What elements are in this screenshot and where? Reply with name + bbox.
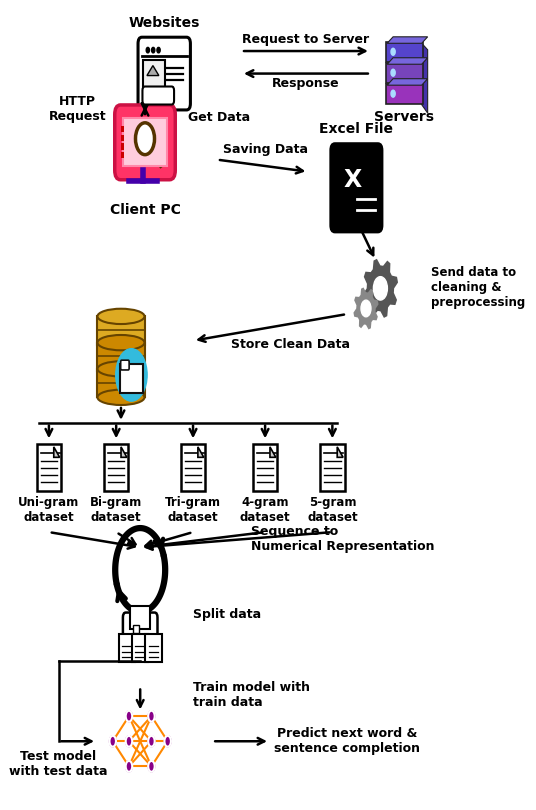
Text: 5-gram
dataset: 5-gram dataset [307,496,358,523]
Polygon shape [198,447,204,458]
FancyBboxPatch shape [253,445,277,491]
FancyBboxPatch shape [144,60,165,88]
Circle shape [374,277,388,300]
Text: Response: Response [272,77,340,90]
Text: Get Data: Get Data [188,110,250,123]
Circle shape [391,49,395,55]
Text: Request to Server: Request to Server [242,33,369,46]
FancyBboxPatch shape [123,118,167,166]
Circle shape [148,761,155,772]
Polygon shape [353,288,378,330]
Polygon shape [121,447,127,458]
Circle shape [126,761,132,772]
Circle shape [391,69,395,76]
FancyBboxPatch shape [143,87,174,104]
FancyBboxPatch shape [132,633,148,662]
Text: Saving Data: Saving Data [222,143,308,156]
Polygon shape [387,58,428,64]
FancyBboxPatch shape [121,143,124,150]
Text: Servers: Servers [375,110,434,124]
Polygon shape [147,66,159,75]
FancyBboxPatch shape [181,445,205,491]
FancyBboxPatch shape [386,83,423,104]
Circle shape [148,735,155,747]
Circle shape [126,710,132,722]
Circle shape [126,735,132,747]
Ellipse shape [98,309,145,324]
Text: Client PC: Client PC [109,203,181,217]
Text: Bi-gram
dataset: Bi-gram dataset [90,496,142,523]
FancyBboxPatch shape [118,633,135,662]
Circle shape [148,710,155,722]
Text: Predict next word &
sentence completion: Predict next word & sentence completion [274,727,420,755]
FancyBboxPatch shape [104,445,128,491]
Circle shape [152,47,155,53]
Text: Excel File: Excel File [319,122,393,136]
Polygon shape [387,79,428,85]
FancyBboxPatch shape [120,364,143,393]
Circle shape [109,735,116,747]
Ellipse shape [98,361,145,377]
Polygon shape [363,259,398,318]
Circle shape [146,47,150,53]
FancyBboxPatch shape [138,37,190,110]
Ellipse shape [98,335,145,350]
FancyBboxPatch shape [123,612,158,640]
Circle shape [136,123,154,155]
FancyBboxPatch shape [320,445,345,491]
Bar [98,369,145,398]
FancyBboxPatch shape [386,62,423,83]
FancyBboxPatch shape [121,134,124,141]
FancyBboxPatch shape [121,152,124,159]
Bar [98,317,145,345]
FancyBboxPatch shape [115,105,175,180]
FancyBboxPatch shape [331,144,382,232]
Text: Train model with
train data: Train model with train data [193,680,310,709]
Polygon shape [54,447,59,458]
Bar [133,625,139,633]
Circle shape [165,735,171,747]
Circle shape [361,301,371,317]
Polygon shape [422,43,428,113]
FancyBboxPatch shape [130,606,150,629]
FancyBboxPatch shape [145,633,162,662]
Circle shape [157,47,160,53]
Circle shape [391,90,395,97]
Text: Test model
with test data: Test model with test data [9,750,108,778]
Polygon shape [337,447,343,458]
Circle shape [116,348,147,401]
Text: 4-gram
dataset: 4-gram dataset [240,496,291,523]
FancyBboxPatch shape [37,445,61,491]
Bar [98,343,145,371]
Text: Websites: Websites [129,16,200,30]
Text: X: X [344,168,362,192]
Text: Store Clean Data: Store Clean Data [232,338,351,352]
Text: Send data to
cleaning &
preprocessing: Send data to cleaning & preprocessing [431,266,525,309]
Text: Sequence to
Numerical Representation: Sequence to Numerical Representation [251,526,434,553]
FancyBboxPatch shape [121,360,129,370]
FancyBboxPatch shape [121,126,124,132]
Polygon shape [270,447,276,458]
FancyBboxPatch shape [386,41,423,62]
Polygon shape [387,36,428,43]
Text: Uni-gram
dataset: Uni-gram dataset [18,496,79,523]
Text: HTTP
Request: HTTP Request [49,95,107,123]
Text: Split data: Split data [193,608,261,620]
Ellipse shape [98,390,145,405]
Text: Tri-gram
dataset: Tri-gram dataset [165,496,221,523]
